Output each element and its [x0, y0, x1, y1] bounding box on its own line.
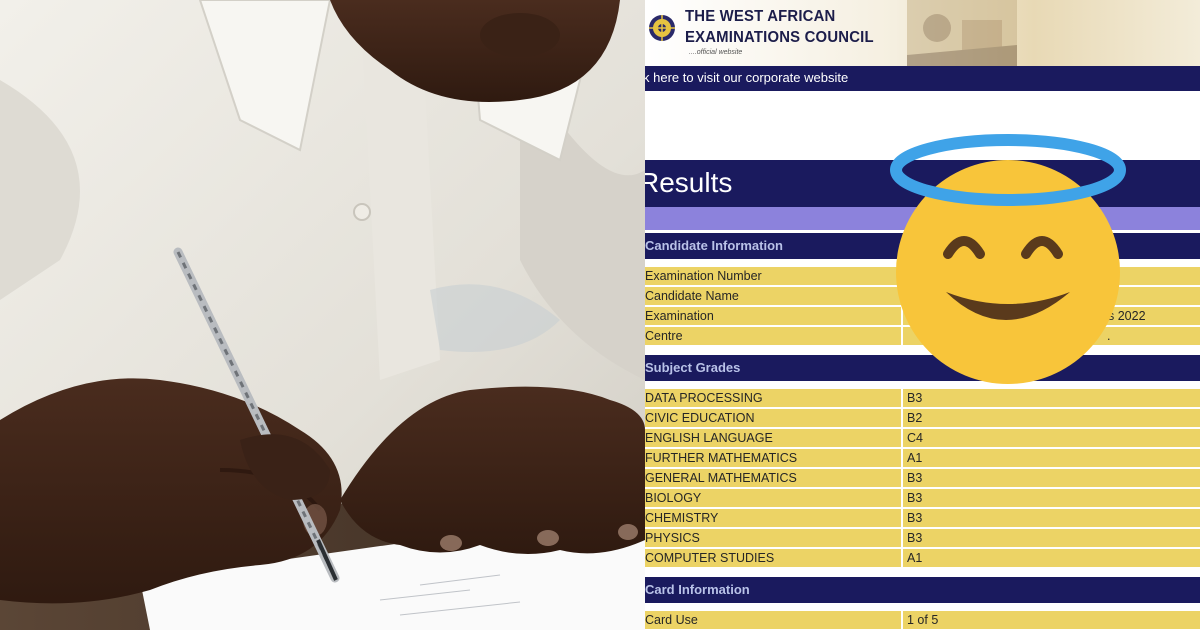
grade-row: DATA PROCESSING B3 [645, 389, 1200, 407]
row-label: Examination Number [645, 269, 762, 283]
grade-row: CHEMISTRY B3 [645, 509, 1200, 527]
subject-grade: B3 [907, 471, 923, 485]
corporate-website-link[interactable]: k here to visit our corporate website [645, 70, 849, 85]
row-value: . [1107, 329, 1111, 343]
row-value: s 2022 [1108, 309, 1146, 323]
subject-name: PHYSICS [645, 531, 700, 545]
student-writing-photo [0, 0, 645, 630]
section-title-card: Card Information [645, 582, 750, 597]
header-illustration [907, 0, 1017, 66]
subject-grades-header: Subject Grades [645, 355, 1200, 381]
subject-name: CIVIC EDUCATION [645, 411, 755, 425]
subject-grade: A1 [907, 551, 923, 565]
grade-row: BIOLOGY B3 [645, 489, 1200, 507]
section-title-candidate: Candidate Information [645, 238, 783, 253]
waec-subtitle: ....official website [689, 49, 743, 56]
row-value: 1 of 5 [907, 613, 939, 627]
grade-row: COMPUTER STUDIES A1 [645, 549, 1200, 567]
waec-logo-icon [649, 15, 675, 41]
grade-row: PHYSICS B3 [645, 529, 1200, 547]
grade-row: CIVIC EDUCATION B2 [645, 409, 1200, 427]
subject-grade: B3 [907, 511, 923, 525]
subject-grade: B3 [907, 491, 923, 505]
subject-grade: B3 [907, 391, 923, 405]
waec-results-screenshot: THE WEST AFRICAN EXAMINATIONS COUNCIL ..… [645, 0, 1200, 630]
subject-name: GENERAL MATHEMATICS [645, 471, 797, 485]
subject-name: COMPUTER STUDIES [645, 551, 775, 565]
smiling-face-with-halo-icon [890, 134, 1126, 384]
subject-grade: B3 [907, 531, 923, 545]
subject-name: ENGLISH LANGUAGE [645, 431, 773, 445]
subject-name: DATA PROCESSING [645, 391, 763, 405]
subject-grade: C4 [907, 431, 923, 445]
row-label: Centre [645, 329, 683, 343]
subject-name: FURTHER MATHEMATICS [645, 451, 798, 465]
grade-row: FURTHER MATHEMATICS A1 [645, 449, 1200, 467]
section-title-grades: Subject Grades [645, 360, 741, 375]
page-title: Results [645, 167, 733, 198]
row-label: Candidate Name [645, 289, 739, 303]
waec-header: THE WEST AFRICAN EXAMINATIONS COUNCIL ..… [645, 0, 1200, 66]
subject-grade: A1 [907, 451, 923, 465]
grade-row: GENERAL MATHEMATICS B3 [645, 469, 1200, 487]
corporate-link-bar: k here to visit our corporate website [645, 66, 1200, 91]
table-row: Card Use 1 of 5 [645, 611, 1200, 629]
subject-grade: B2 [907, 411, 923, 425]
row-label: Card Use [645, 613, 698, 627]
subject-name: CHEMISTRY [645, 511, 719, 525]
waec-title-line2: EXAMINATIONS COUNCIL [685, 29, 874, 46]
row-label: Examination [645, 309, 714, 323]
waec-title-line1: THE WEST AFRICAN [685, 8, 836, 25]
grade-row: ENGLISH LANGUAGE C4 [645, 429, 1200, 447]
card-info-header: Card Information [645, 577, 1200, 603]
subject-name: BIOLOGY [645, 491, 702, 505]
